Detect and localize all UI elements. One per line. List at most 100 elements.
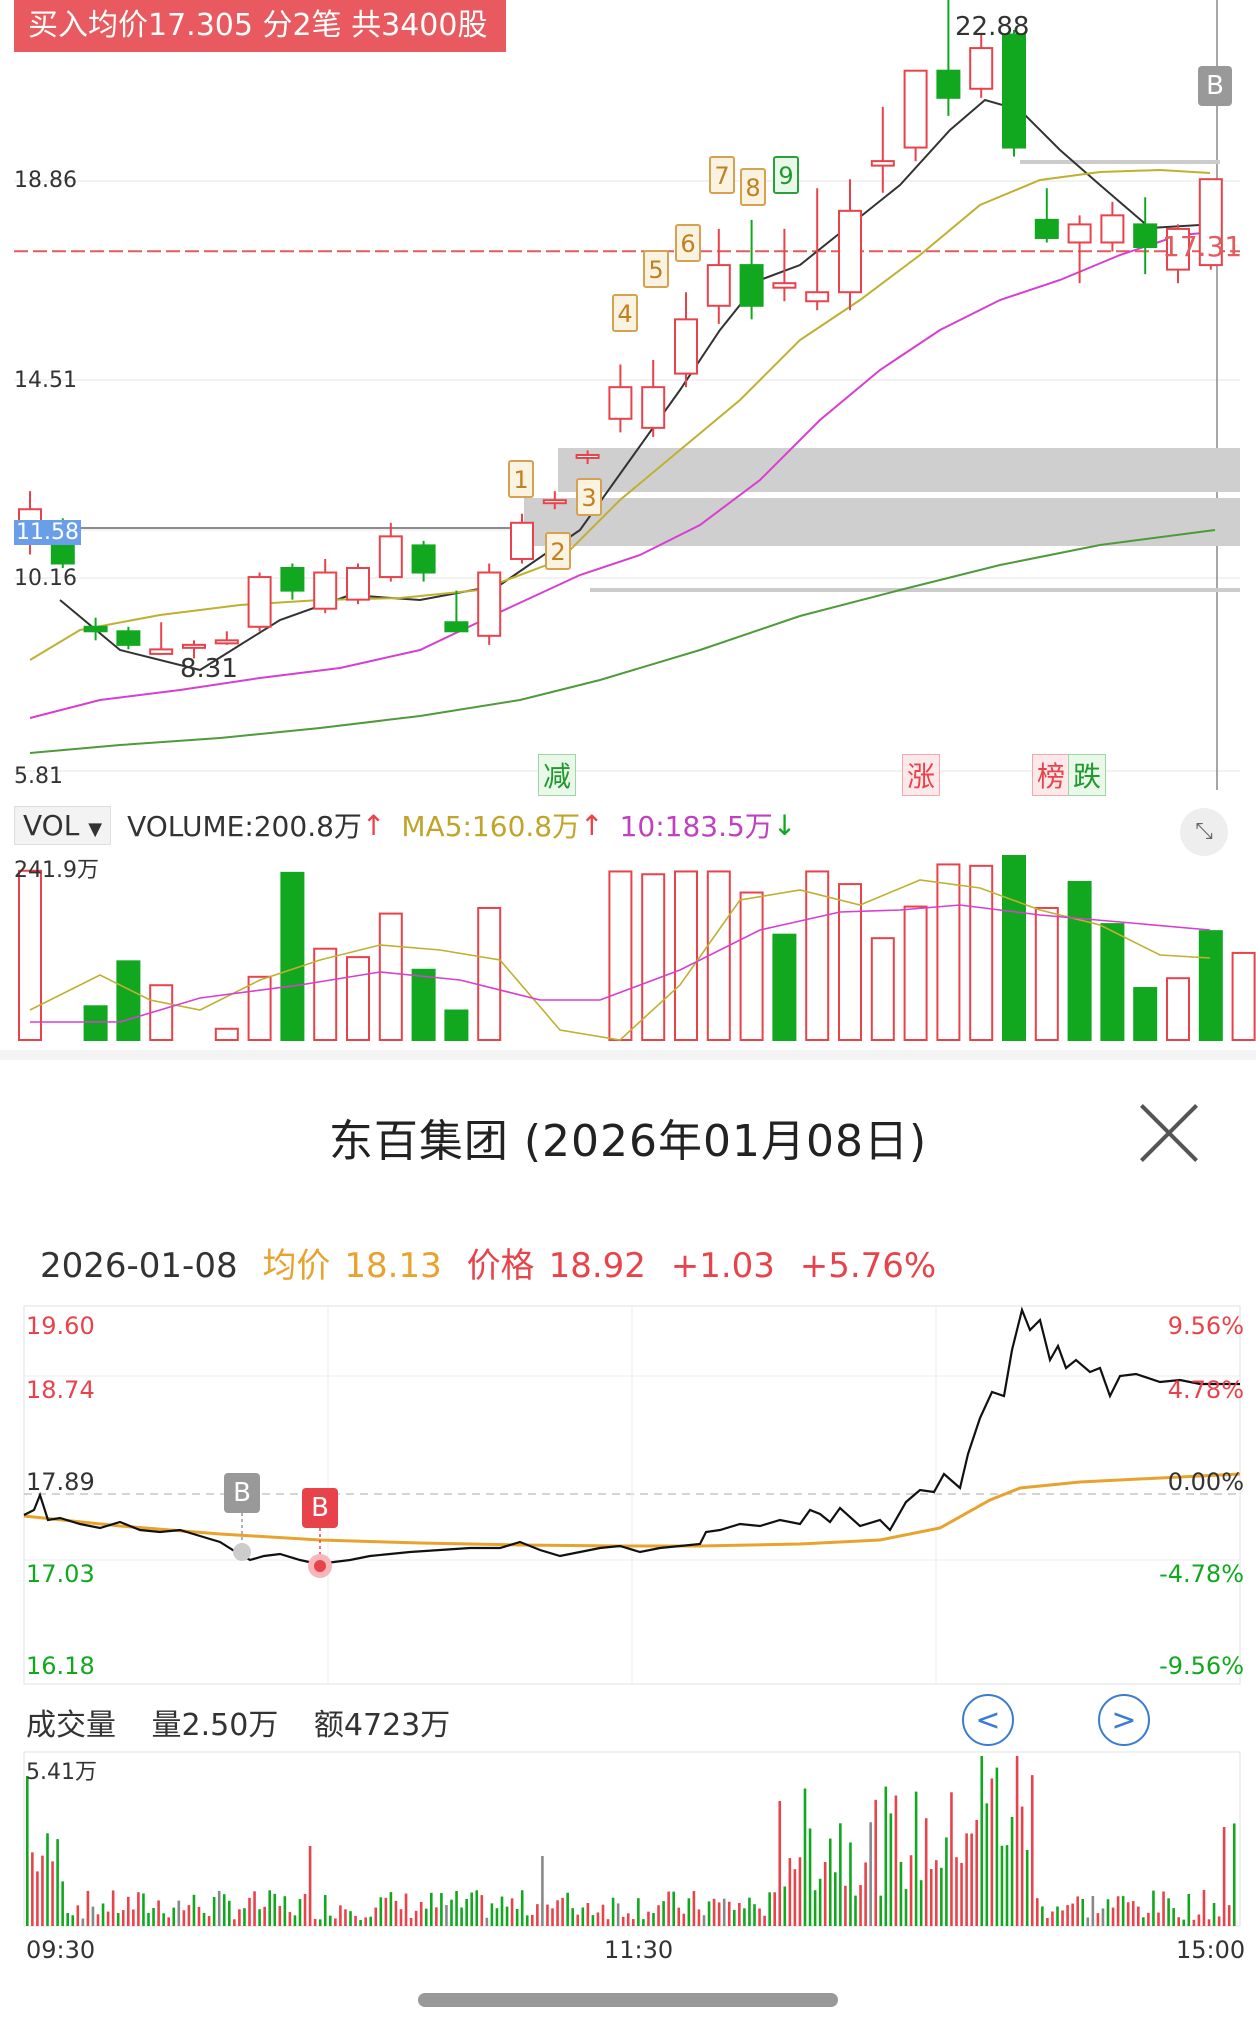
event-tag-rise[interactable]: 涨 bbox=[902, 754, 941, 796]
prev-day-button[interactable]: < bbox=[962, 1694, 1014, 1746]
intraday-volume-bar bbox=[722, 1898, 726, 1926]
intraday-volume-bar bbox=[318, 1919, 322, 1926]
intraday-b-marker-2[interactable]: B bbox=[302, 1488, 338, 1528]
intraday-volume-bar bbox=[460, 1907, 463, 1926]
next-day-button[interactable]: > bbox=[1098, 1694, 1150, 1746]
arrow-up-icon: ↑ bbox=[580, 808, 604, 842]
kline-candle bbox=[1198, 178, 1223, 267]
kline-ma10-line bbox=[29, 168, 1211, 661]
time-label-midday: 11:30 bbox=[604, 1936, 674, 1964]
kline-y-label-3: 10.16 bbox=[14, 566, 77, 591]
intraday-volume-bar bbox=[929, 1869, 933, 1926]
intraday-volume-bar bbox=[147, 1912, 150, 1926]
intraday-volume-bar bbox=[1182, 1919, 1186, 1926]
intraday-volume-bar bbox=[379, 1897, 383, 1926]
intraday-volume-bar bbox=[864, 1862, 867, 1926]
volume-bar bbox=[18, 869, 42, 1042]
intraday-volume-bar bbox=[1116, 1896, 1120, 1926]
intraday-volume-bar bbox=[1076, 1896, 1079, 1926]
avg-price-value: 18.13 bbox=[344, 1246, 442, 1286]
intraday-volume-bar bbox=[369, 1916, 372, 1926]
price-value: 18.92 bbox=[548, 1246, 646, 1286]
intraday-y-left-5: 16.18 bbox=[26, 1652, 95, 1680]
intraday-volume-bar bbox=[31, 1852, 34, 1926]
intraday-volume-bar bbox=[1162, 1891, 1165, 1926]
time-label-open: 09:30 bbox=[26, 1936, 96, 1964]
intraday-volume-bar bbox=[950, 1792, 953, 1926]
intraday-price-chart[interactable] bbox=[0, 0, 1256, 1700]
intraday-volume-bar bbox=[424, 1908, 428, 1926]
indicator-dropdown[interactable]: VOL ▼ bbox=[14, 805, 112, 845]
intraday-volume-bar bbox=[611, 1897, 615, 1926]
intraday-volume-bar bbox=[440, 1893, 443, 1926]
kline-candle bbox=[936, 69, 961, 99]
intraday-volume-bar bbox=[606, 1919, 610, 1926]
intraday-volume-bar bbox=[344, 1909, 347, 1926]
kline-chart[interactable] bbox=[0, 0, 1256, 800]
intraday-volume-bar bbox=[965, 1833, 968, 1926]
kline-candle bbox=[772, 282, 797, 289]
volume-bar bbox=[1133, 987, 1158, 1041]
seq-tag-2: 2 bbox=[545, 532, 571, 570]
expand-icon[interactable]: ⤡ bbox=[1180, 808, 1228, 856]
volume-bar bbox=[280, 871, 305, 1042]
intraday-volume-bar bbox=[1131, 1901, 1135, 1926]
intraday-volume-bar bbox=[212, 1897, 216, 1926]
volume-bar bbox=[1166, 977, 1190, 1042]
kline-zone-1 bbox=[558, 448, 1240, 492]
event-tag-fall[interactable]: 跌 bbox=[1068, 754, 1107, 796]
price-change: +1.03 bbox=[670, 1246, 775, 1286]
kline-candle bbox=[870, 160, 895, 167]
intraday-volume-bar bbox=[667, 1891, 670, 1926]
intraday-volume-bar bbox=[1147, 1912, 1150, 1926]
intraday-volume-bar bbox=[81, 1918, 85, 1926]
buy-average-banner: 买入均价17.305 分2笔 共3400股 bbox=[14, 0, 506, 52]
intraday-volume-bar bbox=[818, 1878, 822, 1926]
intraday-volume-bar bbox=[500, 1896, 504, 1926]
intraday-volume-bar bbox=[238, 1909, 241, 1926]
event-tag-rank[interactable]: 榜 bbox=[1032, 754, 1071, 796]
event-tag-reduce[interactable]: 减 bbox=[538, 754, 577, 796]
intraday-b-marker-1[interactable]: B bbox=[224, 1473, 260, 1513]
intraday-volume-bar bbox=[430, 1892, 433, 1926]
intraday-volume-bar bbox=[995, 1767, 999, 1926]
intraday-volume-bar bbox=[677, 1907, 681, 1926]
intraday-y-left-1: 19.60 bbox=[26, 1312, 95, 1340]
intraday-volume-bar bbox=[707, 1901, 711, 1926]
intraday-volume-bar bbox=[672, 1891, 675, 1926]
intraday-volume-bar bbox=[510, 1898, 514, 1926]
kline-candle bbox=[1002, 33, 1026, 149]
intraday-volume-bar bbox=[717, 1902, 721, 1926]
kline-candle bbox=[444, 621, 469, 633]
intraday-volume-bar bbox=[980, 1756, 984, 1926]
intraday-volume-bar bbox=[404, 1893, 408, 1926]
intraday-y-right-5: -9.56% bbox=[1159, 1652, 1244, 1680]
intraday-volume-bar bbox=[924, 1818, 928, 1926]
volume-max-label: 241.9万 bbox=[14, 858, 99, 883]
volume-bar bbox=[805, 870, 830, 1041]
kline-candle bbox=[411, 544, 436, 574]
intraday-volume-bar bbox=[258, 1909, 261, 1926]
kline-candle bbox=[903, 69, 928, 149]
intraday-volume-bar bbox=[748, 1897, 751, 1926]
intraday-volume-bar bbox=[243, 1908, 246, 1926]
intraday-volume-bar bbox=[389, 1892, 393, 1926]
intraday-volume-bar bbox=[551, 1908, 554, 1926]
intraday-volume-bar bbox=[298, 1899, 302, 1926]
kline-b-marker[interactable]: B bbox=[1198, 66, 1232, 106]
intraday-summary: 2026-01-08 均价 18.13 价格 18.92 +1.03 +5.76% bbox=[40, 1238, 950, 1287]
intraday-volume-bar bbox=[354, 1915, 357, 1926]
intraday-volume-bar bbox=[46, 1833, 49, 1926]
intraday-volume-bar bbox=[869, 1822, 872, 1926]
kline-candle bbox=[378, 535, 403, 579]
intraday-volume-bar bbox=[743, 1908, 746, 1926]
intraday-volume-bar bbox=[803, 1788, 807, 1926]
intraday-volume-bar bbox=[253, 1891, 256, 1926]
kline-candle bbox=[969, 47, 994, 90]
arrow-up-icon: ↑ bbox=[361, 808, 386, 842]
intraday-volume-bar bbox=[495, 1908, 499, 1926]
intraday-volume-bar bbox=[263, 1906, 266, 1926]
intraday-volume-bar bbox=[192, 1894, 196, 1926]
intraday-volume-bar bbox=[687, 1898, 691, 1926]
home-indicator[interactable] bbox=[418, 1993, 838, 2007]
